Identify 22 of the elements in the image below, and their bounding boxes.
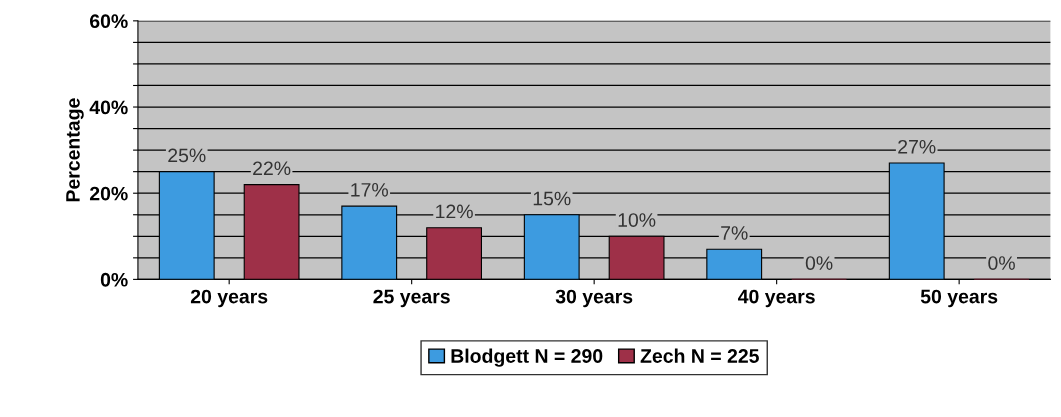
legend-label: Blodgett N = 290 <box>451 348 603 367</box>
data-label: 10% <box>618 213 656 227</box>
data-label: 0% <box>805 256 833 270</box>
x-tick-label: 40 years <box>738 289 815 308</box>
x-tick-label: 30 years <box>555 289 633 308</box>
y-tick-label: 0% <box>100 272 128 287</box>
data-label: 17% <box>351 183 389 197</box>
data-label: 22% <box>253 161 291 176</box>
y-axis-title: Percentage <box>66 98 84 202</box>
data-label: 12% <box>436 204 473 219</box>
legend-label: Zech N = 225 <box>640 348 759 363</box>
data-label: 7% <box>721 226 748 240</box>
y-tick-label: 60% <box>90 14 128 29</box>
x-tick-label: 20 years <box>190 289 268 308</box>
data-label: 15% <box>533 191 571 206</box>
data-label: 27% <box>898 139 936 154</box>
y-tick-label: 40% <box>89 100 128 115</box>
y-tick-label: 20% <box>89 186 128 201</box>
data-label: 0% <box>988 256 1015 270</box>
x-tick-label: 25 years <box>373 289 450 308</box>
data-label: 25% <box>168 148 206 163</box>
x-tick-label: 50 years <box>920 289 998 308</box>
